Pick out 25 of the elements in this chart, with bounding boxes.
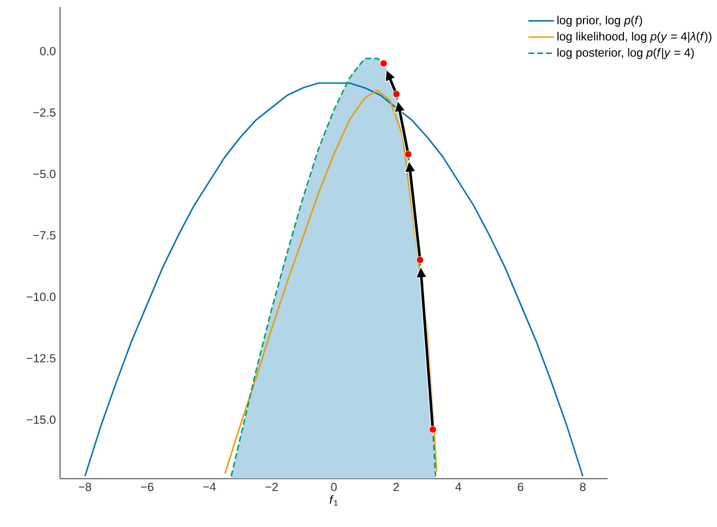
legend-label: log posterior, log p(f|y = 4)	[557, 48, 694, 60]
x-tick-label: 6	[518, 482, 524, 492]
point	[404, 150, 412, 158]
y-tick-label: −10.0	[26, 292, 56, 302]
x-tick-label: −6	[141, 482, 154, 492]
x-axis-title: f$_{1}$	[330, 495, 338, 506]
point	[429, 426, 436, 434]
y-tick-label: −12.5	[26, 354, 56, 362]
y-tick-label: −7.5	[33, 231, 56, 240]
y-tick-label: −5.0	[33, 170, 56, 178]
x-tick-label: 8	[580, 482, 586, 492]
text: log likelihood, log p(y = 4|λ(f))	[557, 32, 712, 43]
y-tick-label: −2.5	[33, 108, 56, 117]
x-tick-label: −4	[203, 482, 216, 491]
x-tick-label: 4	[455, 482, 462, 491]
x-tick-label: −2	[266, 482, 278, 492]
x-tick-label: 2	[393, 482, 399, 492]
x-tick-label: 0	[331, 482, 337, 492]
point	[380, 60, 388, 68]
x-tick-label: −8	[78, 482, 92, 492]
y-tick-label: 0.0	[40, 46, 56, 56]
legend-label: log prior, log p(f)	[557, 16, 642, 27]
y-tick-label: −15.0	[26, 416, 56, 424]
point	[416, 256, 424, 264]
point	[392, 90, 400, 98]
